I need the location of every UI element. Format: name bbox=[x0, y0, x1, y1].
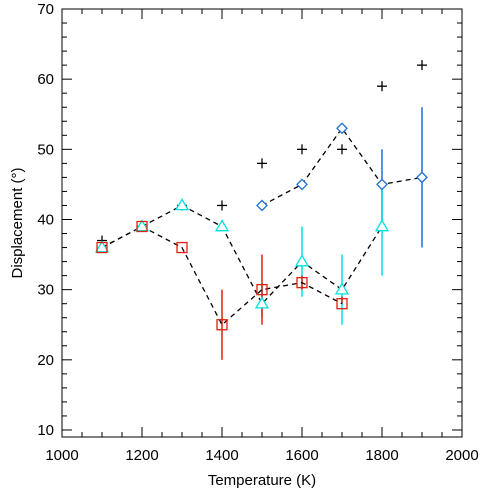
plot-frame bbox=[61, 8, 463, 438]
square-marker bbox=[336, 298, 348, 310]
y-tick-label: 10 bbox=[37, 422, 54, 439]
y-tick-label: 40 bbox=[37, 211, 54, 228]
y-tick-label: 60 bbox=[37, 71, 54, 88]
diamond-marker bbox=[336, 122, 348, 135]
y-tick-label: 50 bbox=[37, 141, 54, 158]
triangle-marker bbox=[254, 296, 270, 309]
plus-marker bbox=[217, 200, 227, 211]
y-tick-label: 30 bbox=[37, 282, 54, 299]
triangle-marker bbox=[94, 240, 110, 253]
x-tick-label: 1200 bbox=[125, 447, 158, 464]
x-tick-label: 1000 bbox=[45, 447, 78, 464]
triangle-marker bbox=[334, 282, 350, 295]
x-axis-label: Temperature (K) bbox=[208, 472, 316, 489]
error-bars bbox=[221, 107, 423, 360]
plus-marker bbox=[417, 60, 427, 71]
diamond-marker bbox=[296, 178, 308, 191]
plus-marker bbox=[377, 81, 387, 92]
y-tick-label: 20 bbox=[37, 352, 54, 369]
square-marker bbox=[176, 241, 188, 254]
triangle-marker bbox=[214, 219, 230, 232]
series-markers bbox=[94, 60, 428, 331]
square-marker bbox=[256, 284, 268, 296]
triangle-marker bbox=[134, 219, 150, 232]
x-tick-label: 1800 bbox=[365, 447, 398, 464]
x-tick-label: 1600 bbox=[285, 447, 318, 464]
diamond-marker bbox=[416, 171, 428, 184]
square-marker bbox=[96, 241, 108, 254]
y-axis-label: Displacement (°) bbox=[9, 167, 26, 278]
plus-marker bbox=[337, 144, 347, 155]
square-marker bbox=[296, 276, 308, 289]
x-tick-label: 2000 bbox=[445, 447, 478, 464]
series-line bbox=[261, 127, 423, 207]
plus-marker bbox=[257, 158, 267, 169]
axis-ticks: 1000 1200 1400 1600 1800 2000 10 20 30 40 50 60 70 bbox=[37, 1, 478, 464]
y-tick-label: 70 bbox=[37, 1, 54, 18]
square-marker bbox=[216, 319, 228, 331]
triangle-marker bbox=[294, 254, 310, 267]
triangle-marker bbox=[374, 219, 390, 232]
plus-marker bbox=[297, 144, 307, 155]
x-tick-label: 1400 bbox=[205, 447, 238, 464]
triangle-marker bbox=[174, 198, 190, 211]
diamond-marker bbox=[376, 178, 388, 191]
diamond-marker bbox=[256, 199, 268, 212]
square-marker bbox=[136, 220, 148, 233]
